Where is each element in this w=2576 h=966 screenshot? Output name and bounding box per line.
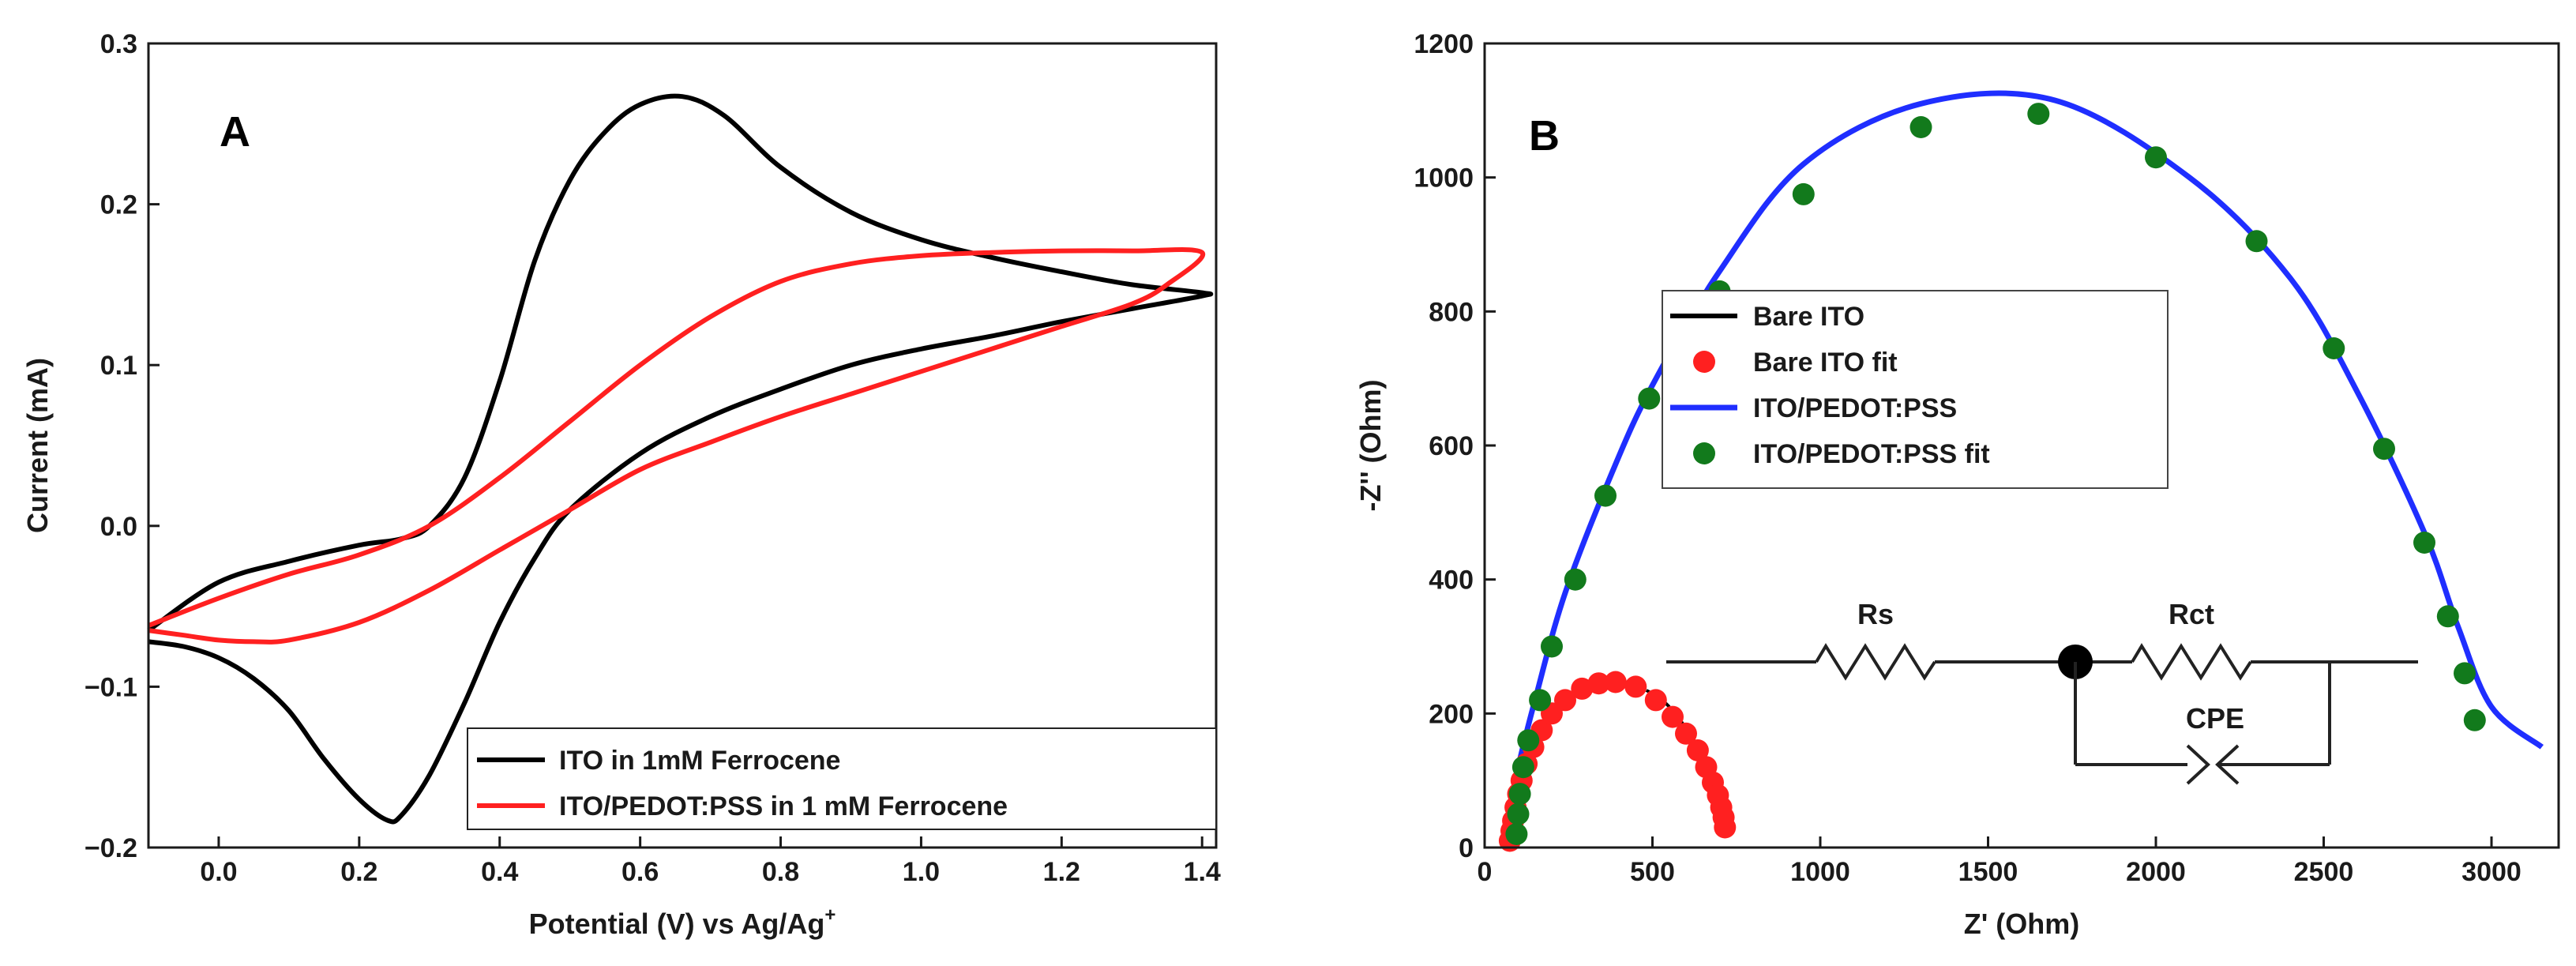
panel-a-y-tick-label: −0.2 (84, 833, 137, 863)
panel-b-x-tick-label: 3000 (2461, 857, 2522, 887)
ito-pedot-pss-fit-point (2145, 146, 2167, 169)
bare-ito-fit-point (1686, 739, 1709, 761)
panel-a-y-axis-label: Current (mA) (21, 358, 54, 533)
bare-ito-fit-point (1644, 689, 1667, 712)
ito-pedot-pss-fit-point (1909, 116, 1932, 138)
ito-pedot-pss-fit-point (1541, 635, 1563, 658)
panel-b-x-axis-label: Z' (Ohm) (1964, 908, 2080, 940)
panel-a-label: A (220, 108, 250, 156)
panel-b-x-tick-label: 2500 (2294, 857, 2354, 887)
ito-pedot-pss-fit-point (2027, 103, 2050, 126)
panel-a: 0.0 0.2 0.4 0.6 0.8 1.0 1.2 1.4 −0.2 −0.1 0.0 0.1 0.… (21, 29, 1221, 940)
legend-label-bare-ito: Bare ITO (1753, 302, 1864, 332)
bare-ito-fit-point (1554, 689, 1576, 712)
panel-b-ticks: 0 500 1000 1500 2000 2500 3000 0 200 400 600 800 100… (1414, 29, 2521, 887)
panel-b-y-tick-label: 800 (1429, 297, 1474, 327)
panel-b: 0 500 1000 1500 2000 2500 3000 0 200 400 600 800 100… (1354, 29, 2560, 940)
legend-swatch-ito-pedot-pss-fit (1693, 442, 1715, 464)
panel-a-x-tick-label: 0.4 (481, 857, 518, 887)
bare-ito-fit-point (1604, 671, 1627, 693)
panel-b-y-tick-label: 600 (1429, 431, 1474, 461)
panel-a-x-axis-label: Potential (V) vs Ag/Ag+ (529, 904, 836, 940)
ito-pedot-pss-fit-point (1517, 729, 1540, 752)
circuit-label-rct: Rct (2169, 598, 2214, 630)
panel-b-y-tick-label: 200 (1429, 699, 1474, 729)
ito-pedot-pss-fit-point (1564, 568, 1587, 591)
panel-a-plot-frame (147, 42, 1218, 849)
panel-a-x-tick-label: 0.2 (340, 857, 377, 887)
bare-ito-fit-point (1624, 675, 1647, 698)
panel-a-x-tick-label: 0.6 (621, 857, 659, 887)
panel-b-label: B (1529, 112, 1560, 160)
legend-label-ito-pedot-pss: ITO/PEDOT:PSS in 1 mM Ferrocene (559, 791, 1008, 821)
ito-pedot-pss-fit-point (1529, 689, 1552, 712)
panel-a-x-tick-label: 1.4 (1184, 857, 1221, 887)
equivalent-circuit (1666, 643, 2418, 785)
ito-pedot-pss-fit-point (1511, 756, 1534, 779)
panel-a-y-tick-label: 0.3 (100, 29, 137, 59)
resistor-rct (2131, 643, 2252, 681)
series-line-ito-pedot-pss (147, 247, 1206, 645)
panel-b-x-tick-label: 0 (1478, 857, 1493, 887)
circuit-label-cpe: CPE (2186, 702, 2244, 735)
ito-pedot-pss-fit-point (1508, 783, 1531, 806)
panel-a-y-tick-label: 0.2 (100, 190, 137, 220)
panel-b-x-tick-label: 1500 (1958, 857, 2018, 887)
panel-b-y-tick-label: 1000 (1414, 164, 1474, 194)
panel-b-x-tick-label: 1000 (1790, 857, 1850, 887)
bare-ito-fit-point (1675, 722, 1697, 745)
panel-a-x-tick-label: 0.0 (200, 857, 237, 887)
panel-a-legend: ITO in 1mM Ferrocene ITO/PEDOT:PSS in 1 … (467, 727, 1217, 830)
panel-b-plot-frame (1483, 42, 2560, 849)
panel-a-series (147, 93, 1214, 825)
legend-swatch-bare-ito-fit (1693, 351, 1715, 373)
panel-a-x-axis-label-main: Potential (V) vs Ag/Ag (529, 908, 825, 940)
panel-b-y-tick-label: 400 (1429, 566, 1474, 596)
cpe-element-left (2186, 744, 2210, 785)
series-line-ito (147, 93, 1214, 825)
ito-pedot-pss-fit-point (2436, 605, 2459, 628)
panel-b-legend-box (1662, 290, 2169, 489)
bare-ito-fit-point (1571, 677, 1594, 700)
legend-label-ito-pedot-pss: ITO/PEDOT:PSS (1753, 393, 1957, 423)
bare-ito-fit-point (1662, 705, 1684, 728)
ito-pedot-pss-fit-point (1505, 823, 1528, 845)
panel-b-y-axis-label: -Z'' (Ohm) (1354, 379, 1387, 511)
panel-a-x-tick-label: 1.0 (903, 857, 940, 887)
panel-b-x-tick-label: 500 (1630, 857, 1675, 887)
ito-pedot-pss-fit-point (2323, 337, 2345, 359)
ito-pedot-pss-fit-point (2413, 532, 2435, 554)
ito-pedot-pss-fit-point (2245, 230, 2268, 253)
panel-b-y-tick-label: 1200 (1414, 29, 1474, 59)
panel-a-ticks: 0.0 0.2 0.4 0.6 0.8 1.0 1.2 1.4 −0.2 −0.1 0.0 0.1 0.… (84, 29, 1221, 887)
ito-pedot-pss-fit-point (2463, 709, 2486, 731)
ito-pedot-pss-fit-point (1638, 387, 1661, 410)
legend-label-bare-ito-fit: Bare ITO fit (1753, 348, 1898, 378)
panel-a-x-tick-label: 1.2 (1043, 857, 1080, 887)
ito-pedot-pss-fit-point (1792, 182, 1815, 205)
ito-pedot-pss-fit-point (1594, 484, 1617, 507)
panel-b-y-tick-label: 0 (1459, 833, 1474, 863)
ito-pedot-pss-fit-point (1507, 802, 1530, 825)
circuit-label-rs: Rs (1857, 598, 1894, 630)
panel-b-x-tick-label: 2000 (2126, 857, 2186, 887)
panel-a-x-tick-label: 0.8 (762, 857, 799, 887)
panel-a-legend-box (467, 727, 1217, 830)
legend-label-ito-pedot-pss-fit: ITO/PEDOT:PSS fit (1753, 439, 1990, 469)
panel-a-x-axis-label-sup: + (824, 904, 836, 926)
bare-ito-fit-point (1714, 816, 1737, 839)
bare-ito-fit-point (1587, 672, 1610, 695)
panel-b-legend: Bare ITO Bare ITO fit ITO/PEDOT:PSS ITO/… (1662, 290, 2169, 489)
ito-pedot-pss-fit-point (2373, 438, 2395, 460)
panel-a-y-tick-label: 0.0 (100, 512, 137, 542)
resistor-rs (1815, 643, 1936, 681)
panel-a-y-tick-label: −0.1 (84, 672, 137, 702)
panel-a-y-tick-label: 0.1 (100, 351, 137, 381)
legend-label-ito: ITO in 1mM Ferrocene (559, 746, 840, 776)
ito-pedot-pss-fit-point (2454, 662, 2476, 685)
